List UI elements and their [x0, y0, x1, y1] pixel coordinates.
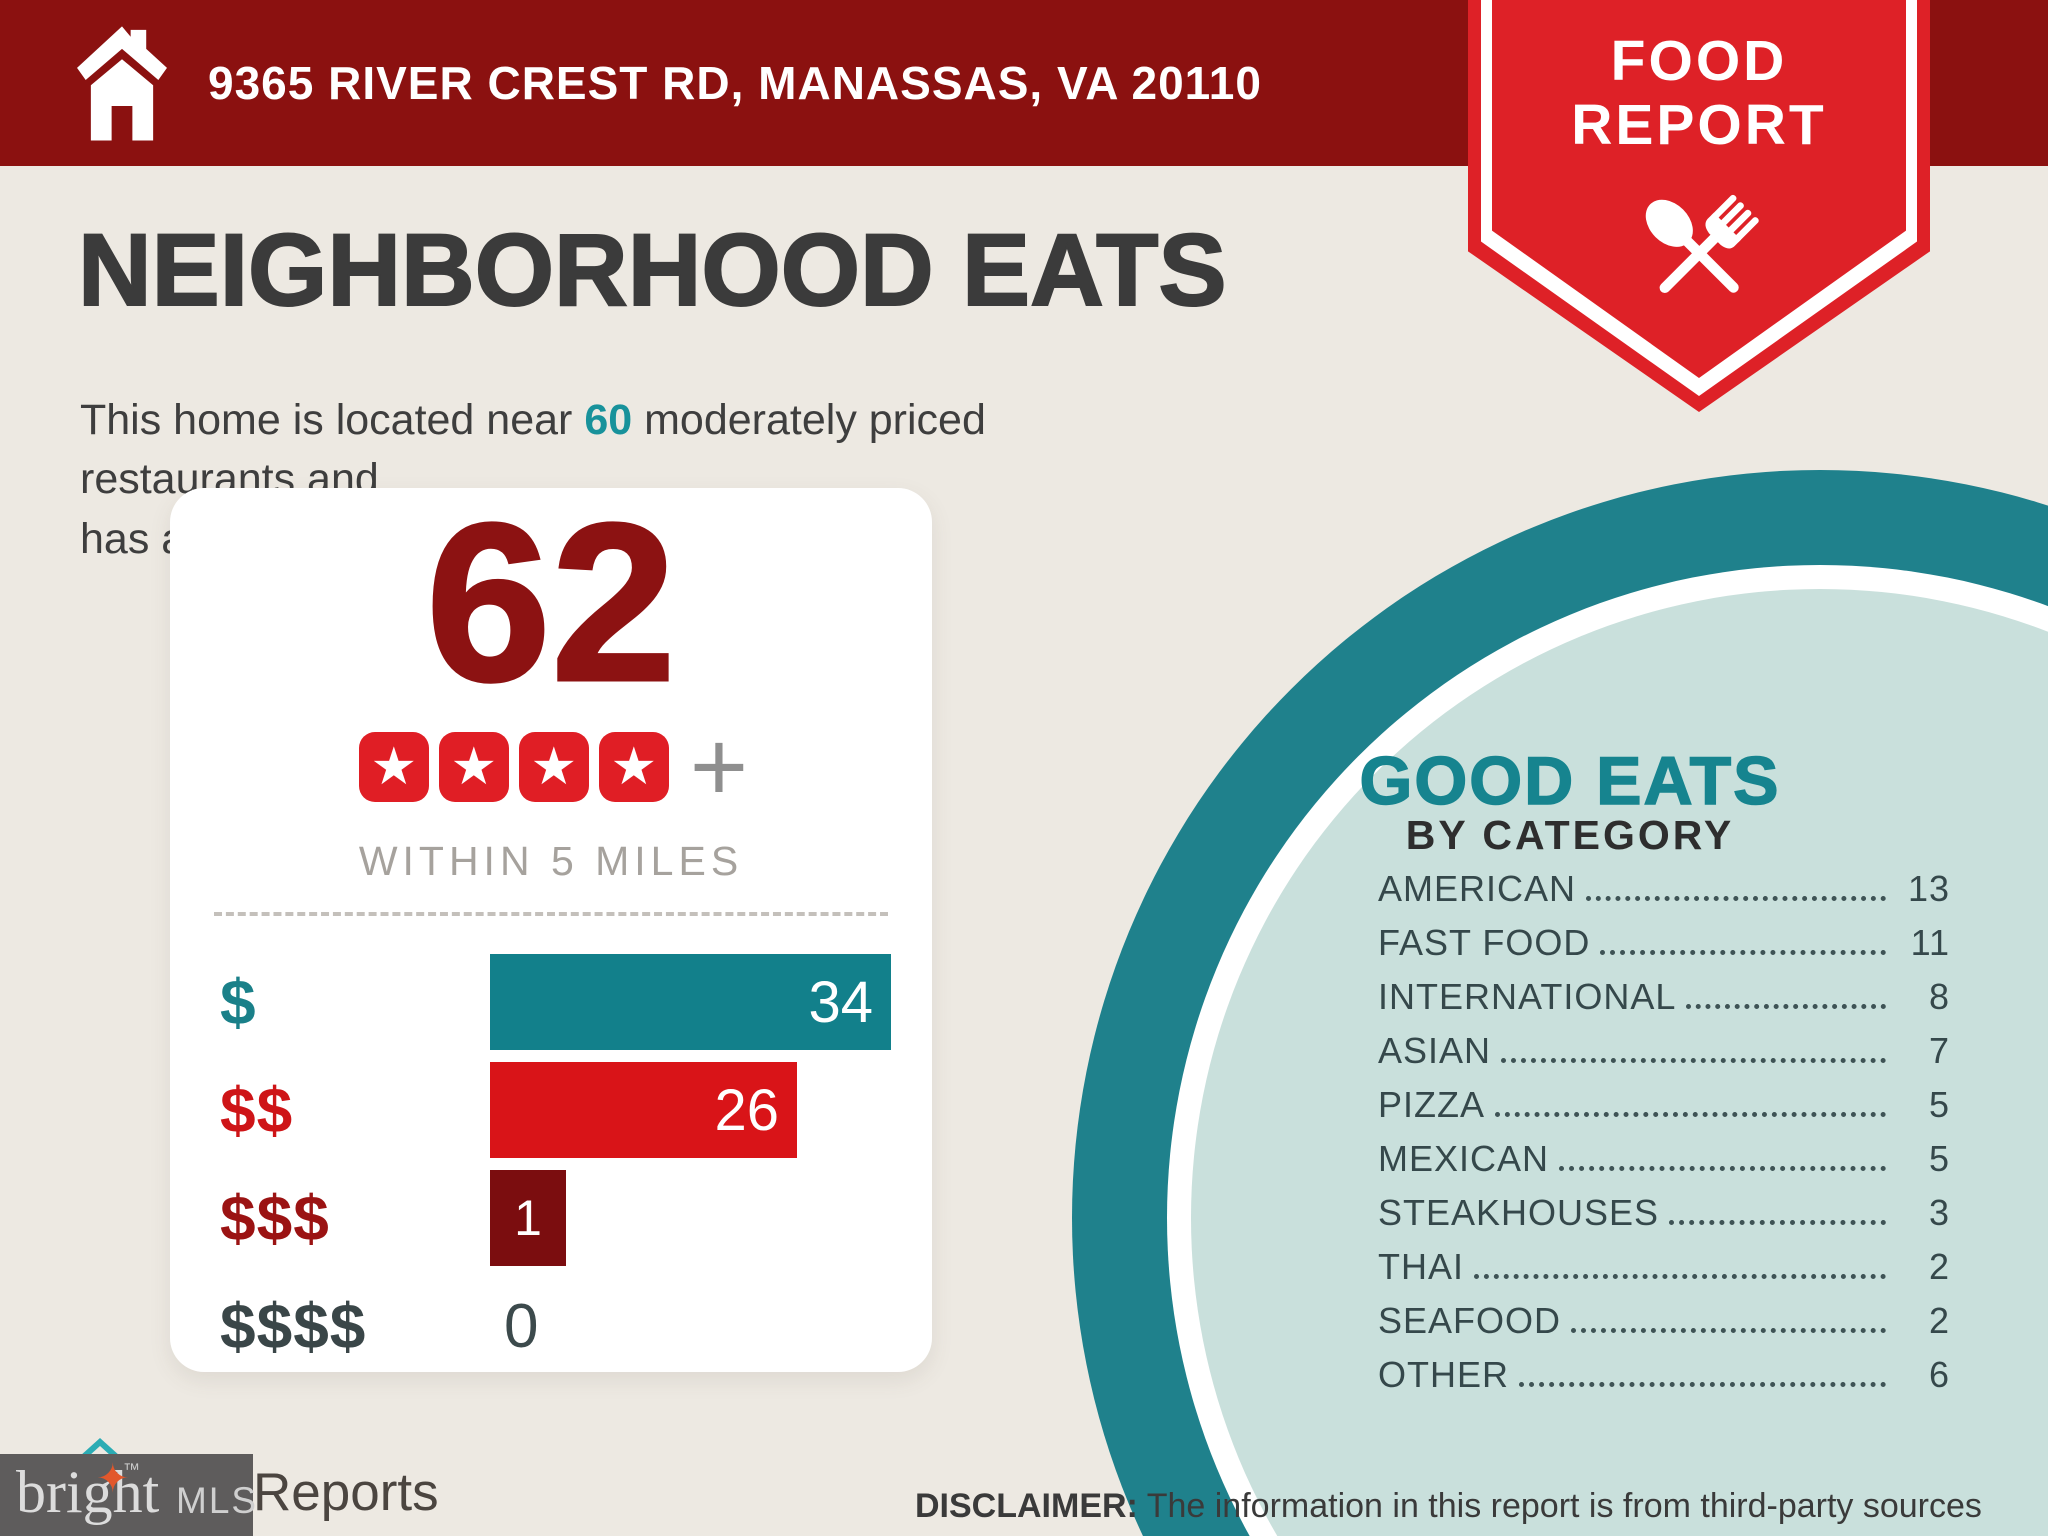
price-level-bar-chart: $34 $$ 26 $$$ 1 $$$$ 0: [220, 948, 896, 1380]
page-title: NEIGHBORHOOD EATS: [77, 212, 1227, 328]
roof-icon: [80, 1438, 120, 1456]
dashed-divider: [214, 912, 888, 916]
star-icon: ★: [438, 732, 509, 802]
category-row: AMERICAN 13: [1378, 862, 1950, 916]
category-row: THAI 2: [1378, 1240, 1950, 1294]
disclaimer-line1: The information in this report is from t…: [1146, 1487, 1982, 1525]
price-level-label: $$$: [220, 1182, 330, 1254]
category-label: ASIAN: [1378, 1030, 1492, 1071]
category-row: STEAKHOUSES 3: [1378, 1186, 1950, 1240]
radius-label: WITHIN 5 MILES: [358, 838, 744, 884]
star-rating: ★ ★ ★ ★ +: [170, 711, 932, 823]
category-label: AMERICAN: [1378, 868, 1577, 909]
dotted-leader: [1495, 1111, 1886, 1117]
category-row: ASIAN 7: [1378, 1024, 1950, 1078]
category-label: FAST FOOD: [1378, 922, 1591, 963]
intro-count: 60: [584, 396, 633, 444]
plus-icon: +: [689, 711, 749, 823]
category-label: INTERNATIONAL: [1378, 976, 1677, 1017]
price-row: $$$ 1: [220, 1164, 896, 1272]
bright-wordmark: bright: [16, 1459, 160, 1525]
price-bar-value: 1: [514, 1190, 542, 1246]
dotted-leader: [1686, 1003, 1886, 1009]
price-level-label: $$: [220, 1074, 294, 1146]
dotted-leader: [1571, 1327, 1886, 1333]
category-label: MEXICAN: [1378, 1138, 1550, 1179]
star-icon: ★: [358, 732, 429, 802]
disclaimer-text: DISCLAIMER: The information in this repo…: [915, 1482, 1995, 1536]
category-label: STEAKHOUSES: [1378, 1192, 1660, 1233]
ribbon-title-line1: FOOD: [1610, 29, 1788, 93]
category-value: 2: [1928, 1300, 1950, 1341]
category-row: INTERNATIONAL 8: [1378, 970, 1950, 1024]
dotted-leader: [1519, 1381, 1886, 1387]
category-value: 6: [1928, 1354, 1950, 1395]
dotted-leader: [1559, 1165, 1886, 1171]
good-eats-circle-outer: [1072, 470, 2048, 1536]
category-value: 3: [1928, 1192, 1950, 1233]
ribbon-title-line2: REPORT: [1571, 92, 1827, 157]
price-row: $$$$ 0: [220, 1272, 896, 1380]
category-row: OTHER 6: [1378, 1348, 1950, 1402]
dotted-leader: [1501, 1057, 1886, 1063]
category-value: 11: [1910, 922, 1950, 963]
category-row: FAST FOOD 11: [1378, 916, 1950, 970]
good-eats-title: GOOD EATS: [1359, 742, 1781, 820]
category-label: PIZZA: [1378, 1084, 1486, 1125]
intro-seg1: This home is located near: [80, 396, 585, 444]
reports-logo-text: Reports: [253, 1463, 439, 1522]
sparkle-icon: ✦: [96, 1457, 130, 1501]
price-bar-value: 26: [714, 1077, 779, 1143]
category-value: 5: [1928, 1138, 1950, 1179]
category-value: 5: [1928, 1084, 1950, 1125]
dotted-leader: [1600, 949, 1886, 955]
price-level-label: $: [220, 966, 257, 1038]
price-bar-value: 0: [504, 1291, 539, 1361]
price-bar: 26: [490, 1062, 797, 1158]
dotted-leader: [1474, 1273, 1886, 1279]
category-value: 13: [1907, 868, 1950, 909]
price-level-label: $$$$: [220, 1290, 367, 1362]
category-label: THAI: [1378, 1246, 1465, 1287]
category-row: MEXICAN 5: [1378, 1132, 1950, 1186]
category-value: 7: [1928, 1030, 1950, 1071]
property-address: 9365 RIVER CREST RD, MANASSAS, VA 20110: [208, 57, 1262, 109]
restaurant-score-card: 62 ★ ★ ★ ★ + WITHIN 5 MILES $34 $$ 26 $$$ 1 $$$$ 0: [170, 488, 932, 1372]
spoon-fork-icon: [1645, 194, 1759, 294]
restaurant-count: 62: [424, 476, 677, 728]
star-icon: ★: [518, 732, 589, 802]
price-bar: 1: [490, 1170, 566, 1266]
price-bar: 34: [490, 954, 891, 1050]
good-eats-subtitle: BY CATEGORY: [1405, 812, 1735, 858]
mls-wordmark: MLS: [176, 1480, 259, 1521]
disclaimer-label: DISCLAIMER:: [915, 1487, 1138, 1525]
price-row: $34: [220, 948, 896, 1056]
category-label: SEAFOOD: [1378, 1300, 1562, 1341]
category-row: SEAFOOD 2: [1378, 1294, 1950, 1348]
ribbon-title: FOOD REPORT: [1468, 29, 1930, 158]
category-value: 8: [1928, 976, 1950, 1017]
star-icon: ★: [598, 732, 669, 802]
food-report-ribbon: FOOD REPORT: [1468, 0, 1930, 412]
category-list: AMERICAN 13 FAST FOOD 11 INTERNATIONAL 8 ASIAN…: [1378, 862, 1950, 1402]
price-row: $$ 26: [220, 1056, 896, 1164]
trademark-symbol: ™: [123, 1460, 140, 1479]
dotted-leader: [1586, 895, 1886, 901]
category-label: OTHER: [1378, 1354, 1509, 1395]
price-bar-value: 34: [808, 969, 873, 1035]
home-icon: [77, 26, 167, 141]
category-row: PIZZA 5: [1378, 1078, 1950, 1132]
dotted-leader: [1669, 1219, 1886, 1225]
bright-mls-watermark: bright ™ MLS ✦: [0, 1454, 256, 1536]
category-value: 2: [1928, 1246, 1950, 1287]
